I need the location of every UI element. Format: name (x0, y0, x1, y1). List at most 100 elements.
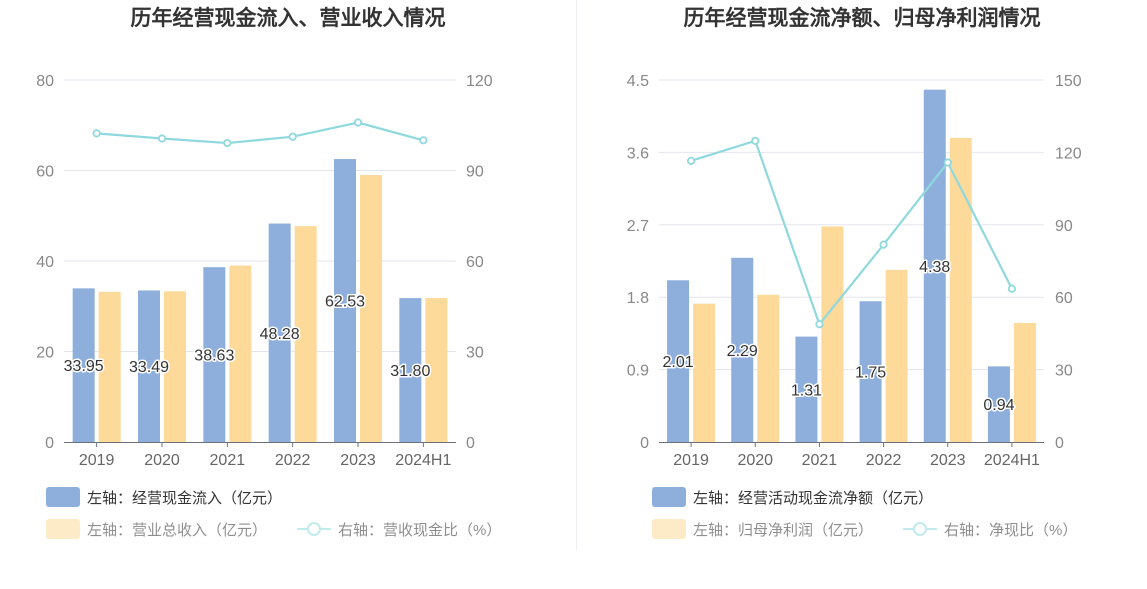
legend-swatch-blue (652, 487, 686, 507)
y-left-tick-label: 3.6 (627, 145, 649, 162)
y-right-tick-label: 60 (1055, 290, 1073, 307)
legend-label-net-cash-ratio: 右轴：净现比（%） (944, 521, 1078, 539)
legend-label-cash-inflow: 左轴：经营现金流入（亿元） (87, 489, 283, 507)
y-right-tick-label: 90 (1055, 218, 1073, 235)
bar-secondary (425, 298, 448, 442)
bar-secondary (693, 303, 716, 442)
chart-title-cash-inflow: 历年经营现金流入、营业收入情况 (130, 7, 446, 30)
chart-title-net-cash-flow: 历年经营现金流净额、归母净利润情况 (683, 7, 1041, 30)
line-point (157, 134, 167, 143)
legend-label-net-cash-flow: 左轴：经营活动现金流净额（亿元） (693, 489, 934, 507)
legend-net-cash-flow: 左轴：经营活动现金流净额（亿元） 左轴：归母净利润（亿元） 右轴：净现比（%） (652, 486, 1142, 546)
chart-net-cash-flow-profit: 0 0.9 1.8 2.7 3.6 4.5 0 30 60 90 120 150 2019 2020 202… (627, 73, 1082, 469)
legend-item-cash-inflow[interactable]: 左轴：经营现金流入（亿元） (46, 486, 282, 508)
chart-cash-inflow-revenue: 0 20 40 60 80 0 30 60 90 120 2019 2020 2021 2022 2023 2… (36, 73, 493, 469)
bar-data-label: 62.53 (325, 294, 365, 311)
bar-secondary (757, 294, 780, 442)
y-left-tick-label: 40 (36, 254, 54, 271)
bar-data-label: 4.38 (919, 259, 950, 276)
bar-secondary (229, 265, 252, 442)
legend-swatch-blue (46, 487, 80, 507)
bar-primary (731, 257, 754, 442)
bar-primary (72, 288, 95, 442)
line-point (1007, 284, 1017, 293)
x-tick-label: 2020 (737, 452, 773, 469)
bar-primary (859, 301, 882, 442)
x-tick-label: 2023 (340, 452, 376, 469)
y-left-tick-label: 0.9 (627, 363, 649, 380)
legend-item-revenue-cash-ratio[interactable]: 右轴：营收现金比（%） (297, 518, 501, 540)
bar-secondary (949, 137, 972, 443)
x-tick-label: 2024H1 (395, 452, 451, 469)
x-tick-label: 2021 (802, 452, 838, 469)
y-left-tick-label: 20 (36, 345, 54, 362)
bar-primary (987, 366, 1010, 442)
bar-primary (138, 290, 160, 442)
y-right-tick-label: 150 (1055, 73, 1082, 90)
bar-primary (203, 267, 226, 442)
y-left-tick-label: 4.5 (627, 73, 649, 90)
line-point (686, 156, 696, 165)
y-right-tick-label: 60 (466, 254, 484, 271)
bar-secondary (98, 291, 121, 442)
bar-primary (268, 223, 291, 442)
panel-divider (576, 0, 577, 550)
legend-item-net-cash-flow[interactable]: 左轴：经营活动现金流净额（亿元） (652, 486, 933, 508)
y-right-tick-label: 90 (466, 164, 484, 181)
legend-label-revenue-cash-ratio: 右轴：营收现金比（%） (338, 521, 502, 539)
x-tick-label: 2019 (673, 452, 709, 469)
x-tick-label: 2022 (866, 452, 902, 469)
y-left-tick-label: 2.7 (627, 218, 649, 235)
bar-secondary (164, 291, 186, 442)
x-tick-label: 2019 (79, 452, 115, 469)
bar-data-label: 2.01 (663, 354, 694, 371)
bar-secondary (1013, 322, 1036, 442)
bar-primary (795, 336, 818, 442)
bar-secondary (294, 226, 317, 442)
x-tick-label: 2020 (144, 452, 180, 469)
bar-secondary (360, 175, 382, 442)
y-left-tick-label: 60 (36, 164, 54, 181)
bar-primary (923, 89, 946, 443)
legend-swatch-orange (652, 519, 686, 539)
line-point (879, 240, 888, 249)
y-right-tick-label: 120 (466, 73, 493, 90)
bar-data-label: 2.29 (727, 343, 758, 360)
bar-secondary (885, 269, 908, 442)
legend-item-net-cash-ratio[interactable]: 右轴：净现比（%） (903, 518, 1077, 540)
legend-cash-inflow: 左轴：经营现金流入（亿元） 左轴：营业总收入（亿元） 右轴：营收现金比（%） (46, 486, 566, 546)
line-point (815, 320, 824, 329)
bar-data-label: 31.80 (390, 363, 430, 380)
y-right-tick-label: 0 (1055, 435, 1064, 452)
line-point (353, 118, 363, 127)
line-point (419, 136, 428, 145)
x-tick-label: 2024H1 (984, 452, 1040, 469)
line-point (943, 158, 952, 167)
y-left-tick-label: 80 (36, 73, 54, 90)
bar-data-label: 33.95 (64, 358, 104, 375)
y-left-tick-label: 1.8 (627, 290, 649, 307)
legend-item-net-profit[interactable]: 左轴：归母净利润（亿元） (652, 518, 873, 540)
legend-label-net-profit: 左轴：归母净利润（亿元） (693, 521, 874, 539)
y-right-tick-label: 30 (466, 345, 484, 362)
y-left-tick-label: 0 (640, 435, 649, 452)
y-left-tick-label: 0 (45, 435, 54, 452)
y-right-tick-label: 0 (466, 435, 475, 452)
bar-data-label: 38.63 (194, 348, 234, 365)
legend-line-marker-icon (903, 519, 937, 539)
y-right-tick-label: 30 (1055, 363, 1073, 380)
line-point (92, 129, 101, 138)
line-point (751, 136, 760, 145)
bar-data-label: 33.49 (129, 359, 169, 376)
x-tick-label: 2022 (275, 452, 311, 469)
legend-line-marker-icon (297, 519, 331, 539)
x-tick-label: 2021 (210, 452, 246, 469)
line-point (288, 132, 297, 141)
bar-primary (334, 159, 356, 442)
bar-primary (399, 298, 422, 442)
legend-label-revenue: 左轴：营业总收入（亿元） (87, 521, 268, 539)
legend-item-revenue[interactable]: 左轴：营业总收入（亿元） (46, 518, 267, 540)
bar-data-label: 48.28 (260, 326, 300, 343)
bar-data-label: 1.31 (791, 382, 822, 399)
